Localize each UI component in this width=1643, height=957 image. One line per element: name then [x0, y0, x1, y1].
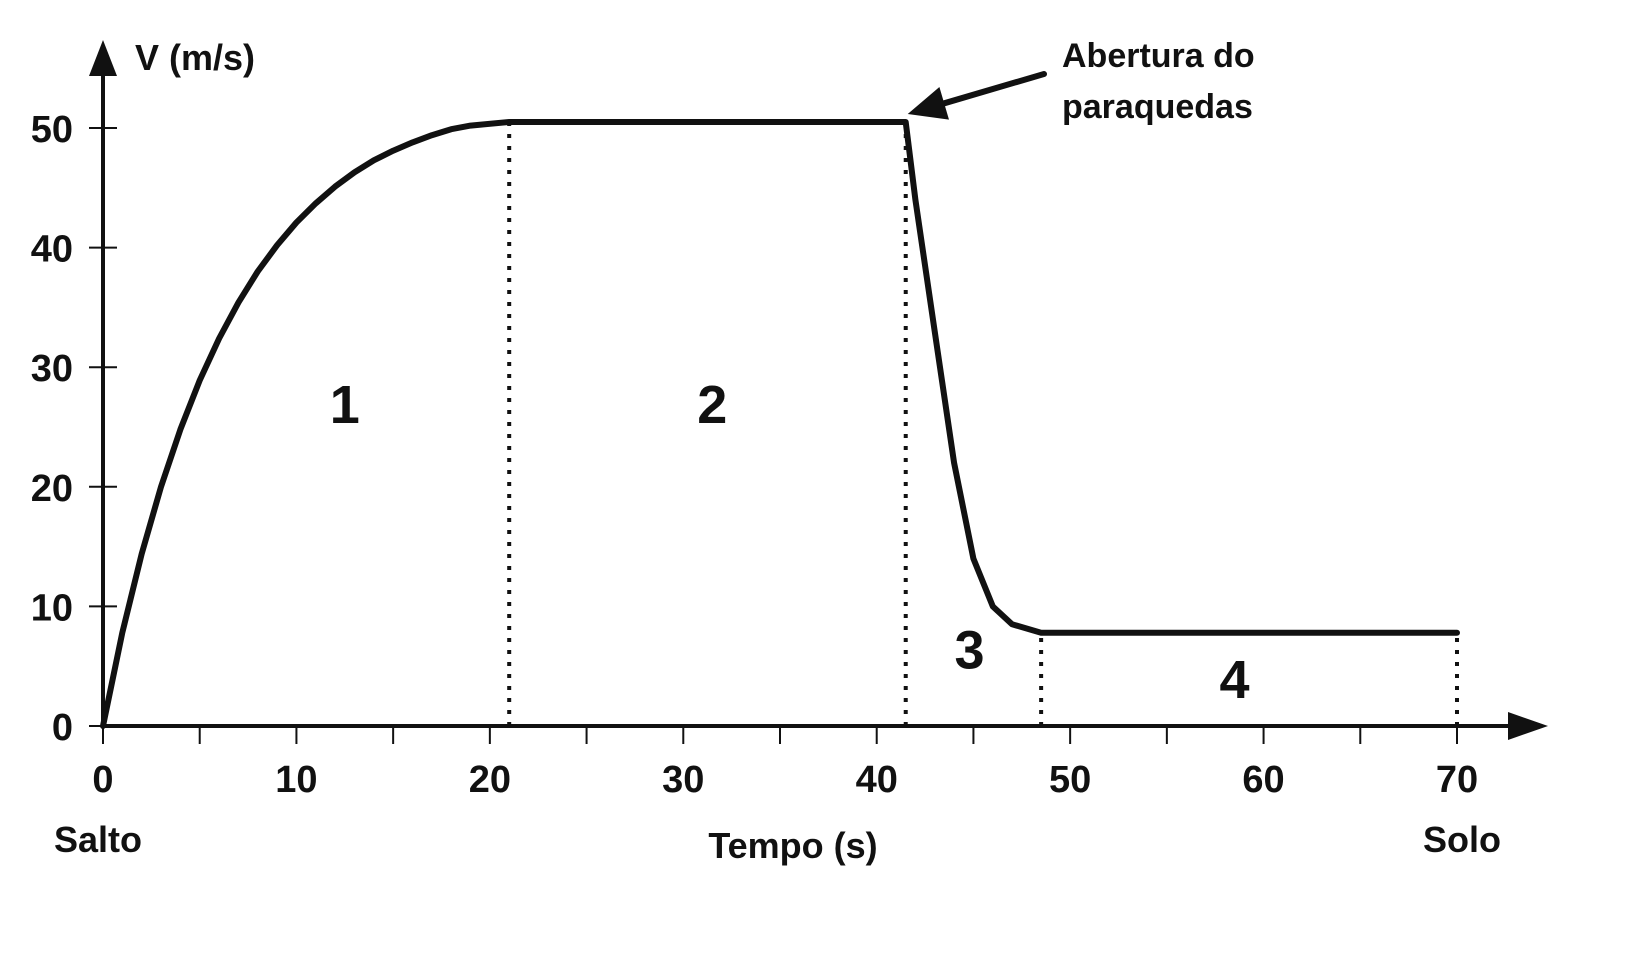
- y-axis-arrowhead: [89, 40, 117, 76]
- annotation-text-line-2: paraquedas: [1062, 88, 1253, 126]
- x-axis-title: Tempo (s): [708, 825, 877, 866]
- y-tick-label: 40: [31, 229, 73, 271]
- x-tick-label: 30: [662, 759, 704, 801]
- parachute-annotation: Abertura do paraquedas: [907, 37, 1255, 126]
- region-label: 4: [1220, 650, 1250, 710]
- annotation-arrowhead: [907, 87, 949, 120]
- y-tick-label: 10: [31, 587, 73, 629]
- x-tick-label: 20: [469, 759, 511, 801]
- annotation-text-line-1: Abertura do: [1062, 37, 1255, 75]
- region-label: 3: [955, 620, 985, 680]
- y-tick-label: 20: [31, 468, 73, 510]
- x-tick-label: 60: [1242, 759, 1284, 801]
- x-tick-label: 0: [92, 759, 113, 801]
- annotation-arrow-line: [941, 71, 1047, 107]
- x-tick-label: 70: [1436, 759, 1478, 801]
- region-labels: 1 2 3 4: [330, 375, 1250, 710]
- region-label: 1: [330, 375, 360, 435]
- axis-ticks: 0 10 20 30 40 50 60 70 0 10 20 30 40 50: [31, 109, 1478, 801]
- region-label: 2: [697, 375, 727, 435]
- y-tick-label: 0: [52, 707, 73, 749]
- x-tick-label: 50: [1049, 759, 1091, 801]
- x-axis-arrowhead: [1508, 712, 1548, 740]
- x-end-label: Solo: [1423, 819, 1501, 860]
- region-dividers: [507, 122, 1459, 726]
- x-tick-label: 10: [275, 759, 317, 801]
- x-start-label: Salto: [54, 819, 142, 860]
- x-tick-label: 40: [856, 759, 898, 801]
- axes: [89, 40, 1548, 740]
- y-tick-label: 50: [31, 109, 73, 151]
- y-axis-title: V (m/s): [135, 37, 255, 78]
- velocity-series-line: [100, 119, 1460, 729]
- y-tick-label: 30: [31, 348, 73, 390]
